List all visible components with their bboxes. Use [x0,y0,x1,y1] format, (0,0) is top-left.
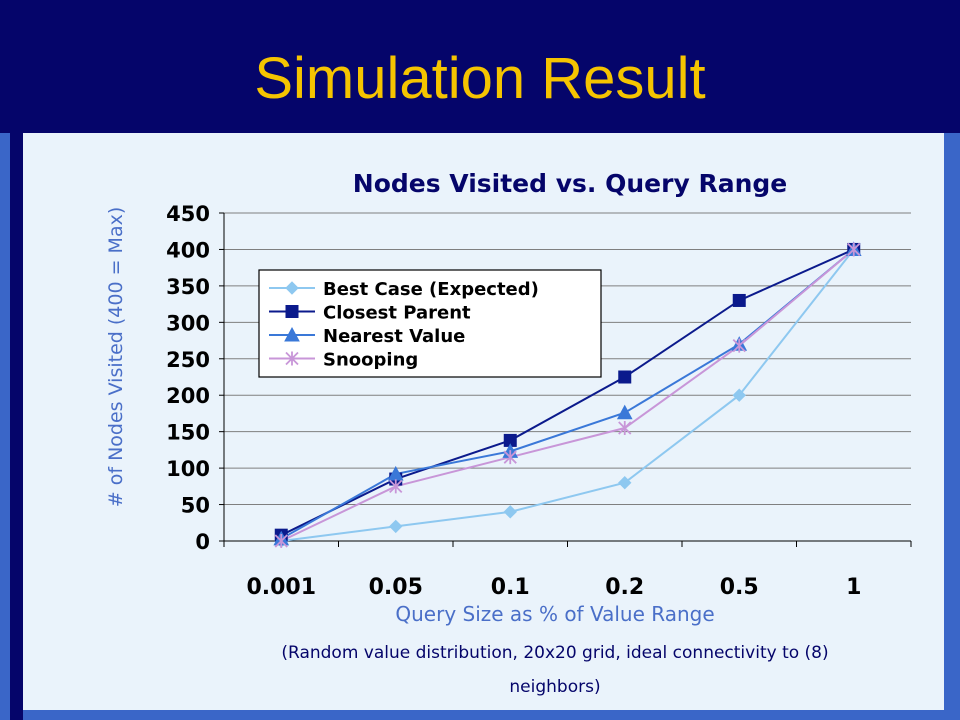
data-point [732,338,746,353]
y-axis-label: # of Nodes Visited (400 = Max) [105,207,127,507]
x-tick-label: 0.2 [605,575,644,600]
left-frame-bar [10,133,23,720]
chart-title: Nodes Visited vs. Query Range [353,169,787,198]
data-point [274,534,288,548]
legend-swatch-marker [284,326,300,342]
legend-swatch-marker [285,351,299,366]
data-point [732,293,746,307]
slide-title: Simulation Result [254,46,706,111]
y-tick-label: 350 [166,275,210,299]
legend-entry: Snooping [323,350,418,371]
x-tick-label: 0.001 [246,575,316,600]
x-tick-label: 0.5 [720,575,759,600]
y-tick-label: 200 [166,384,210,408]
right-frame-bar [944,133,960,720]
chart-caption-line-2: neighbors) [509,677,600,697]
x-tick-label: 0.1 [491,575,530,600]
slide-header [0,0,960,133]
x-tick-label: 1 [846,575,861,600]
series-line [281,248,855,542]
series-line [280,248,855,537]
y-tick-label: 400 [166,238,210,262]
x-axis-label: Query Size as % of Value Range [395,602,714,626]
legend-entry: Nearest Value [323,326,465,347]
y-tick-label: 0 [195,530,210,554]
y-tick-label: 300 [166,311,210,335]
data-point [618,475,632,490]
data-point [618,421,632,436]
data-point [389,519,403,534]
chart-caption-line-1: (Random value distribution, 20x20 grid, … [281,643,828,663]
data-point [503,505,517,519]
y-tick-label: 100 [166,457,210,481]
y-tick-label: 50 [181,494,210,518]
data-point [732,388,746,402]
legend-entry: Best Case (Expected) [323,279,539,300]
legend-swatch-marker [285,305,299,318]
data-point [847,242,861,257]
y-tick-label: 150 [166,421,210,445]
data-point [616,404,633,420]
legend-box [258,269,602,378]
data-point [389,479,403,494]
legend-entry: Closest Parent [323,303,471,324]
y-tick-label: 450 [166,202,210,226]
data-point [618,370,632,384]
y-tick-label: 250 [166,348,210,372]
x-tick-label: 0.05 [369,575,423,600]
left-frame-edge [0,133,10,720]
data-point [503,450,517,465]
series-line [280,248,855,542]
legend-swatch-marker [285,281,299,295]
